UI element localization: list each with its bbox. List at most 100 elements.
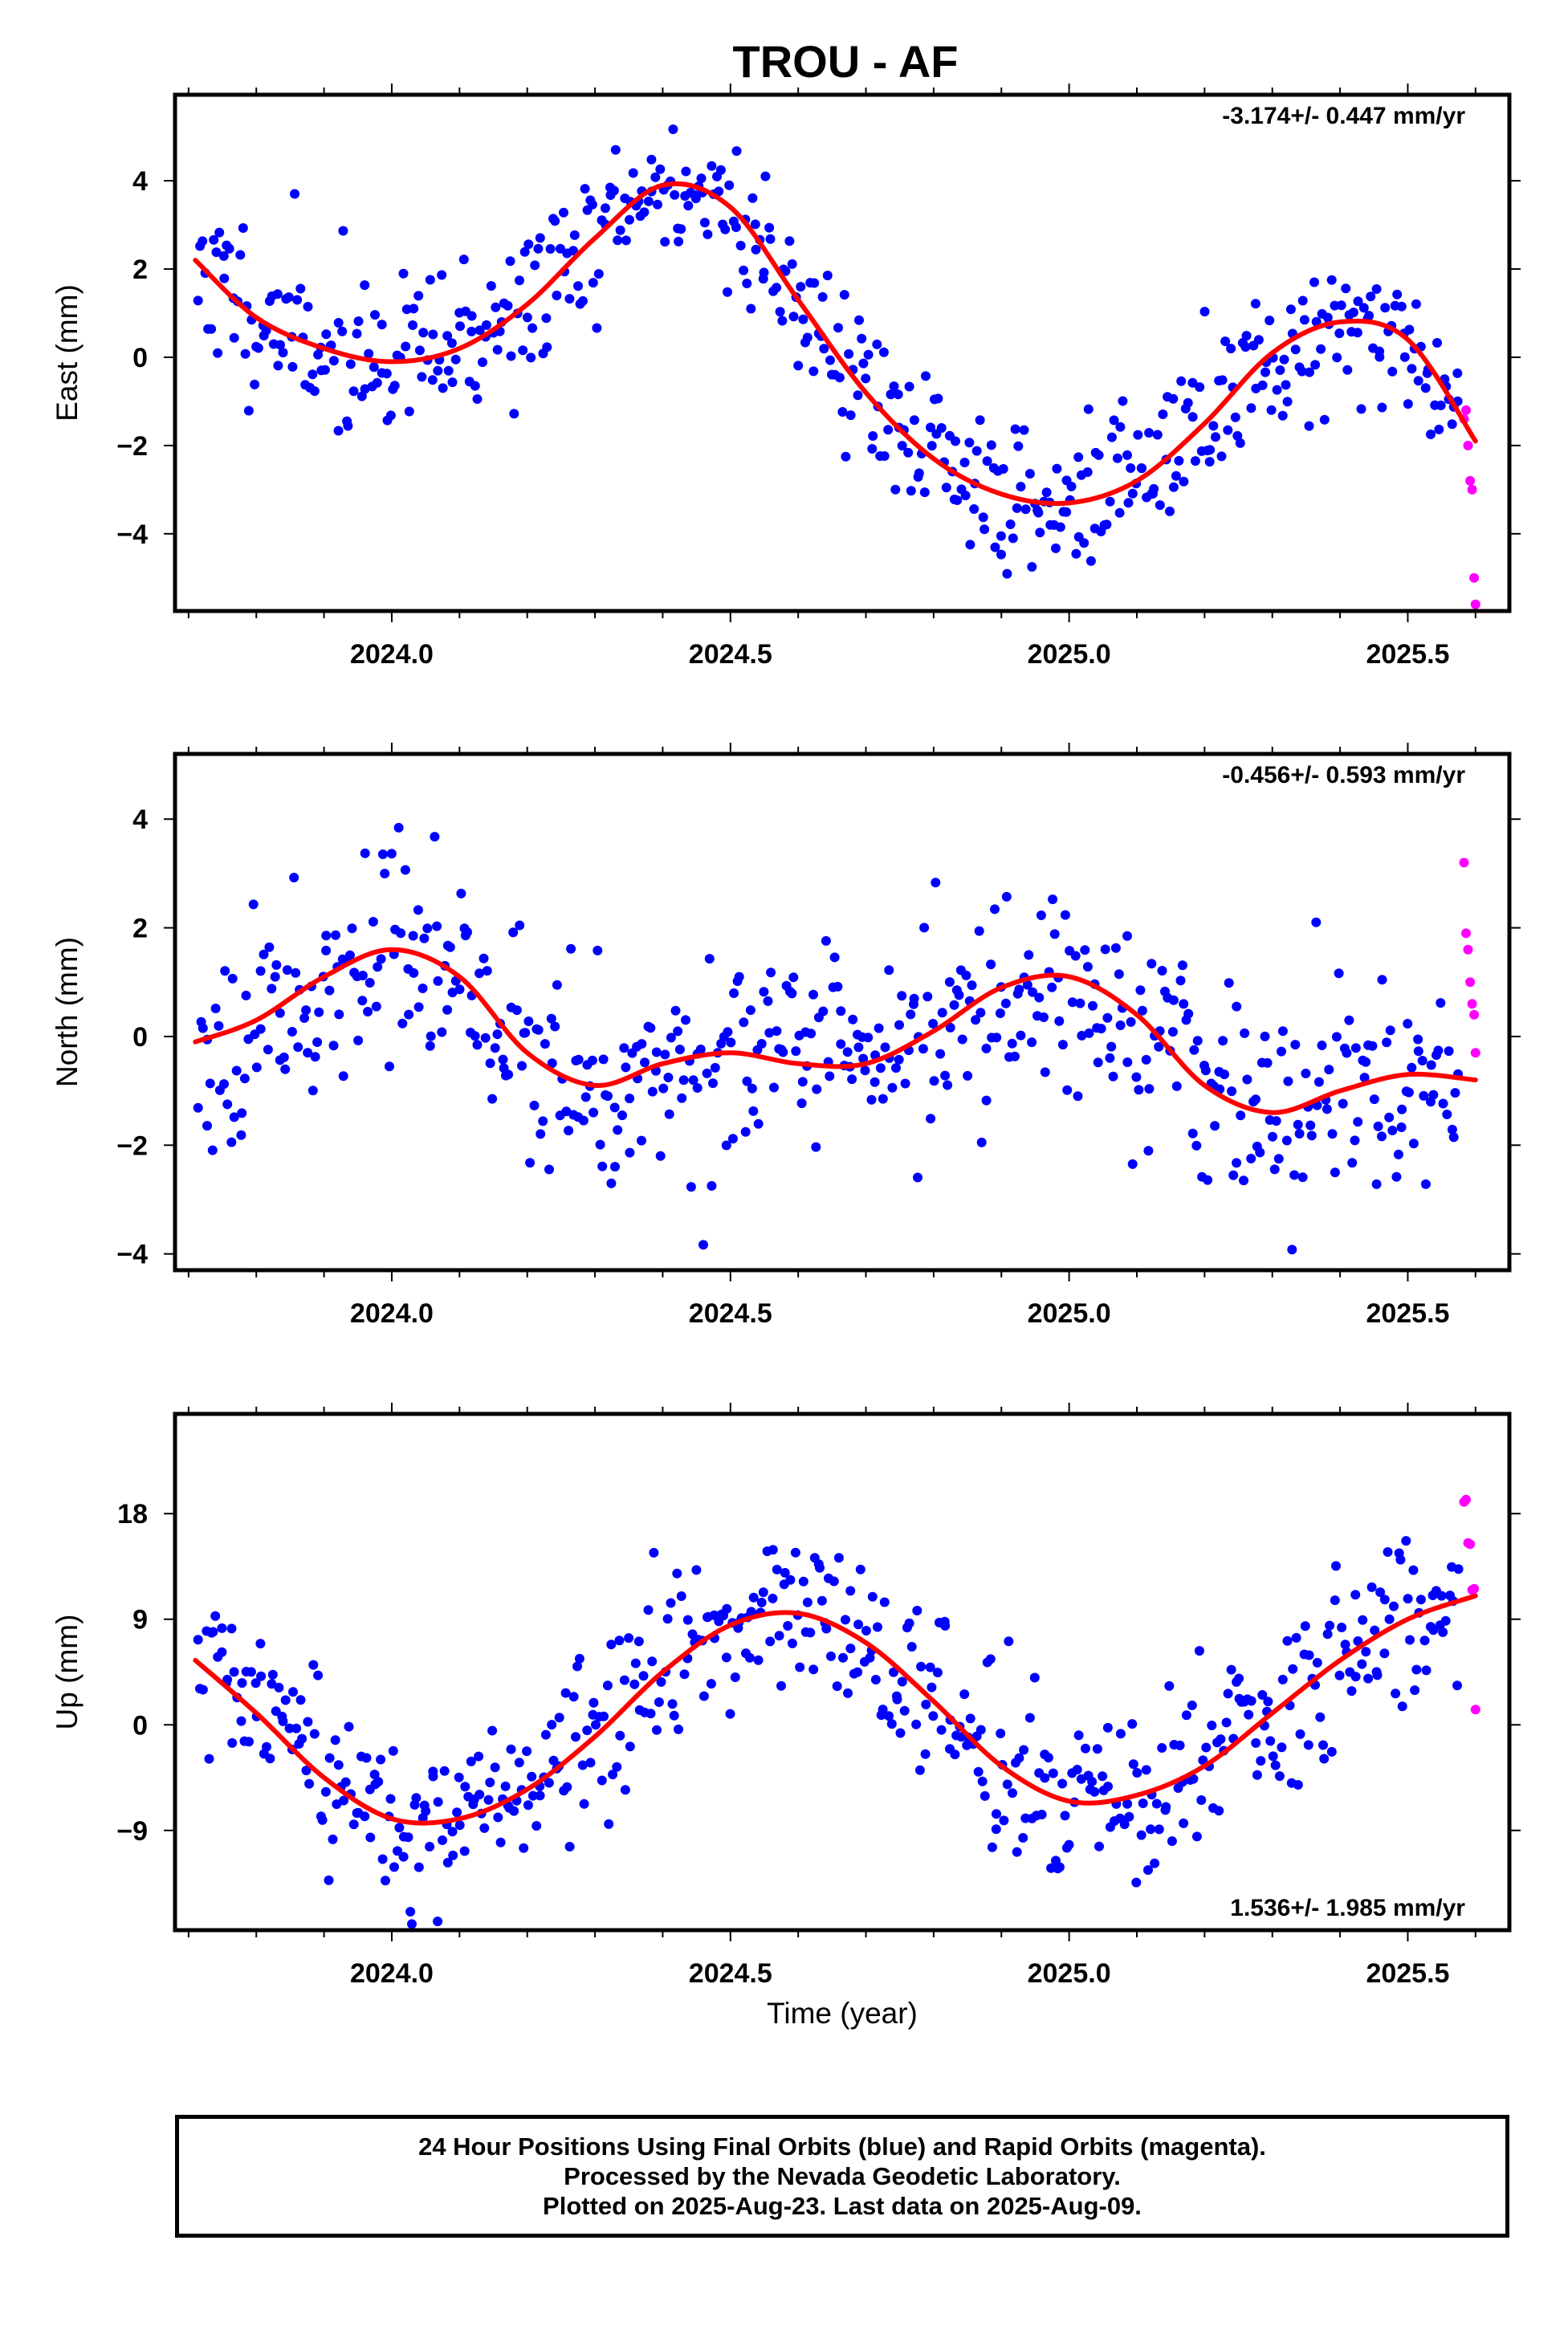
final-orbit-point <box>518 345 528 356</box>
final-orbit-point <box>597 1775 607 1786</box>
final-orbit-point <box>1420 383 1431 393</box>
final-orbit-point <box>474 1790 485 1800</box>
final-orbit-point <box>1269 1164 1280 1175</box>
final-orbit-point <box>1008 1788 1017 1798</box>
final-orbit-point <box>625 214 634 225</box>
final-orbit-point <box>974 926 984 936</box>
final-orbit-point <box>571 1732 580 1742</box>
final-orbit-point <box>334 1009 344 1020</box>
final-orbit-point <box>338 1071 348 1081</box>
final-orbit-point <box>414 345 425 356</box>
final-orbit-point <box>1207 1721 1217 1730</box>
final-orbit-point <box>1161 1802 1171 1812</box>
final-orbit-point <box>287 1027 297 1037</box>
final-orbit-point <box>428 1771 438 1782</box>
final-orbit-point <box>466 311 477 321</box>
final-orbit-point <box>725 1709 735 1719</box>
final-orbit-point <box>861 1626 871 1635</box>
final-orbit-point <box>1051 543 1061 553</box>
up-panel: 2024.0 2024.5 2025.0 2025.5 −9 0 9 18 Up (mm) Tim… <box>51 1403 1521 2030</box>
east-panel: 2024.0 2024.5 2025.0 2025.5 −4 −2 0 2 4 East (mm)… <box>51 84 1521 670</box>
final-orbit-point <box>1022 980 1032 990</box>
final-orbit-point <box>1274 1771 1285 1782</box>
final-orbit-point <box>1195 382 1205 393</box>
final-orbit-point <box>943 1080 953 1090</box>
final-orbit-point <box>740 1126 751 1137</box>
final-orbit-point <box>1019 425 1029 435</box>
final-orbit-point <box>282 965 292 976</box>
final-orbit-point <box>825 1071 835 1081</box>
final-orbit-point <box>377 320 387 330</box>
final-orbit-point <box>874 1023 884 1033</box>
final-orbit-point <box>612 1762 622 1772</box>
final-orbit-point <box>303 1048 313 1058</box>
final-orbit-point <box>1235 438 1245 448</box>
final-orbit-point <box>667 1699 678 1709</box>
final-orbit-point <box>1057 1040 1068 1050</box>
final-orbit-point <box>986 440 996 450</box>
final-orbit-point <box>1000 998 1011 1008</box>
final-orbit-point <box>404 406 414 417</box>
final-orbit-point <box>405 1907 416 1917</box>
final-orbit-point <box>791 1046 801 1057</box>
final-orbit-point <box>1012 503 1022 513</box>
final-orbit-point <box>204 1754 214 1764</box>
final-orbit-point <box>500 1781 511 1791</box>
final-orbit-point <box>1293 1119 1303 1130</box>
final-orbit-point <box>868 431 878 441</box>
final-orbit-point <box>676 1591 686 1601</box>
final-orbit-point <box>1132 1768 1142 1778</box>
final-orbit-point <box>480 1033 491 1043</box>
final-orbit-point <box>1157 966 1167 976</box>
final-orbit-point <box>224 243 234 254</box>
final-orbit-point <box>506 1744 516 1754</box>
final-orbit-point <box>592 323 602 333</box>
final-orbit-point <box>1396 301 1407 312</box>
final-orbit-point <box>870 1675 881 1684</box>
rapid-orbit-point <box>1465 475 1476 486</box>
final-orbit-point <box>271 959 282 970</box>
final-orbit-point <box>921 371 931 381</box>
final-orbit-point <box>1396 1122 1407 1132</box>
final-orbit-point <box>704 954 715 964</box>
final-orbit-point <box>1358 303 1369 313</box>
final-orbit-point <box>1008 533 1018 544</box>
final-orbit-point <box>542 342 552 352</box>
final-orbit-point <box>967 980 977 991</box>
final-orbit-point <box>658 1083 669 1094</box>
final-orbit-point <box>1168 393 1179 404</box>
final-orbit-point <box>255 966 266 976</box>
final-orbit-point <box>928 1019 939 1029</box>
final-orbit-point <box>345 359 356 369</box>
final-orbit-point <box>580 1092 591 1102</box>
final-orbit-point <box>1223 1688 1233 1699</box>
final-orbit-point <box>783 1621 793 1631</box>
up-axis-label: Up (mm) <box>51 1615 83 1730</box>
final-orbit-point <box>1092 1744 1102 1754</box>
final-orbit-point <box>568 246 578 256</box>
final-orbit-point <box>274 1682 284 1693</box>
final-orbit-point <box>1290 344 1301 355</box>
final-orbit-point <box>202 1121 212 1131</box>
final-orbit-point <box>348 1819 359 1830</box>
final-orbit-point <box>904 1618 914 1628</box>
final-orbit-point <box>763 996 773 1006</box>
final-orbit-point <box>365 978 375 988</box>
final-orbit-point <box>954 990 964 1000</box>
final-orbit-point <box>843 1688 853 1698</box>
final-orbit-point <box>1114 507 1125 518</box>
final-orbit-point <box>609 185 619 196</box>
final-orbit-point <box>666 1033 676 1043</box>
final-orbit-point <box>1191 1140 1202 1151</box>
final-orbit-point <box>1226 344 1236 354</box>
final-orbit-point <box>688 1075 698 1086</box>
final-orbit-point <box>580 184 590 194</box>
final-orbit-point <box>625 1741 635 1752</box>
final-orbit-point <box>1057 1778 1068 1789</box>
final-orbit-point <box>1305 1120 1316 1130</box>
final-orbit-point <box>1041 487 1052 498</box>
final-orbit-point <box>361 1753 372 1763</box>
final-orbit-point <box>715 165 726 175</box>
final-orbit-point <box>1334 1670 1345 1680</box>
final-orbit-point <box>1389 1601 1399 1611</box>
